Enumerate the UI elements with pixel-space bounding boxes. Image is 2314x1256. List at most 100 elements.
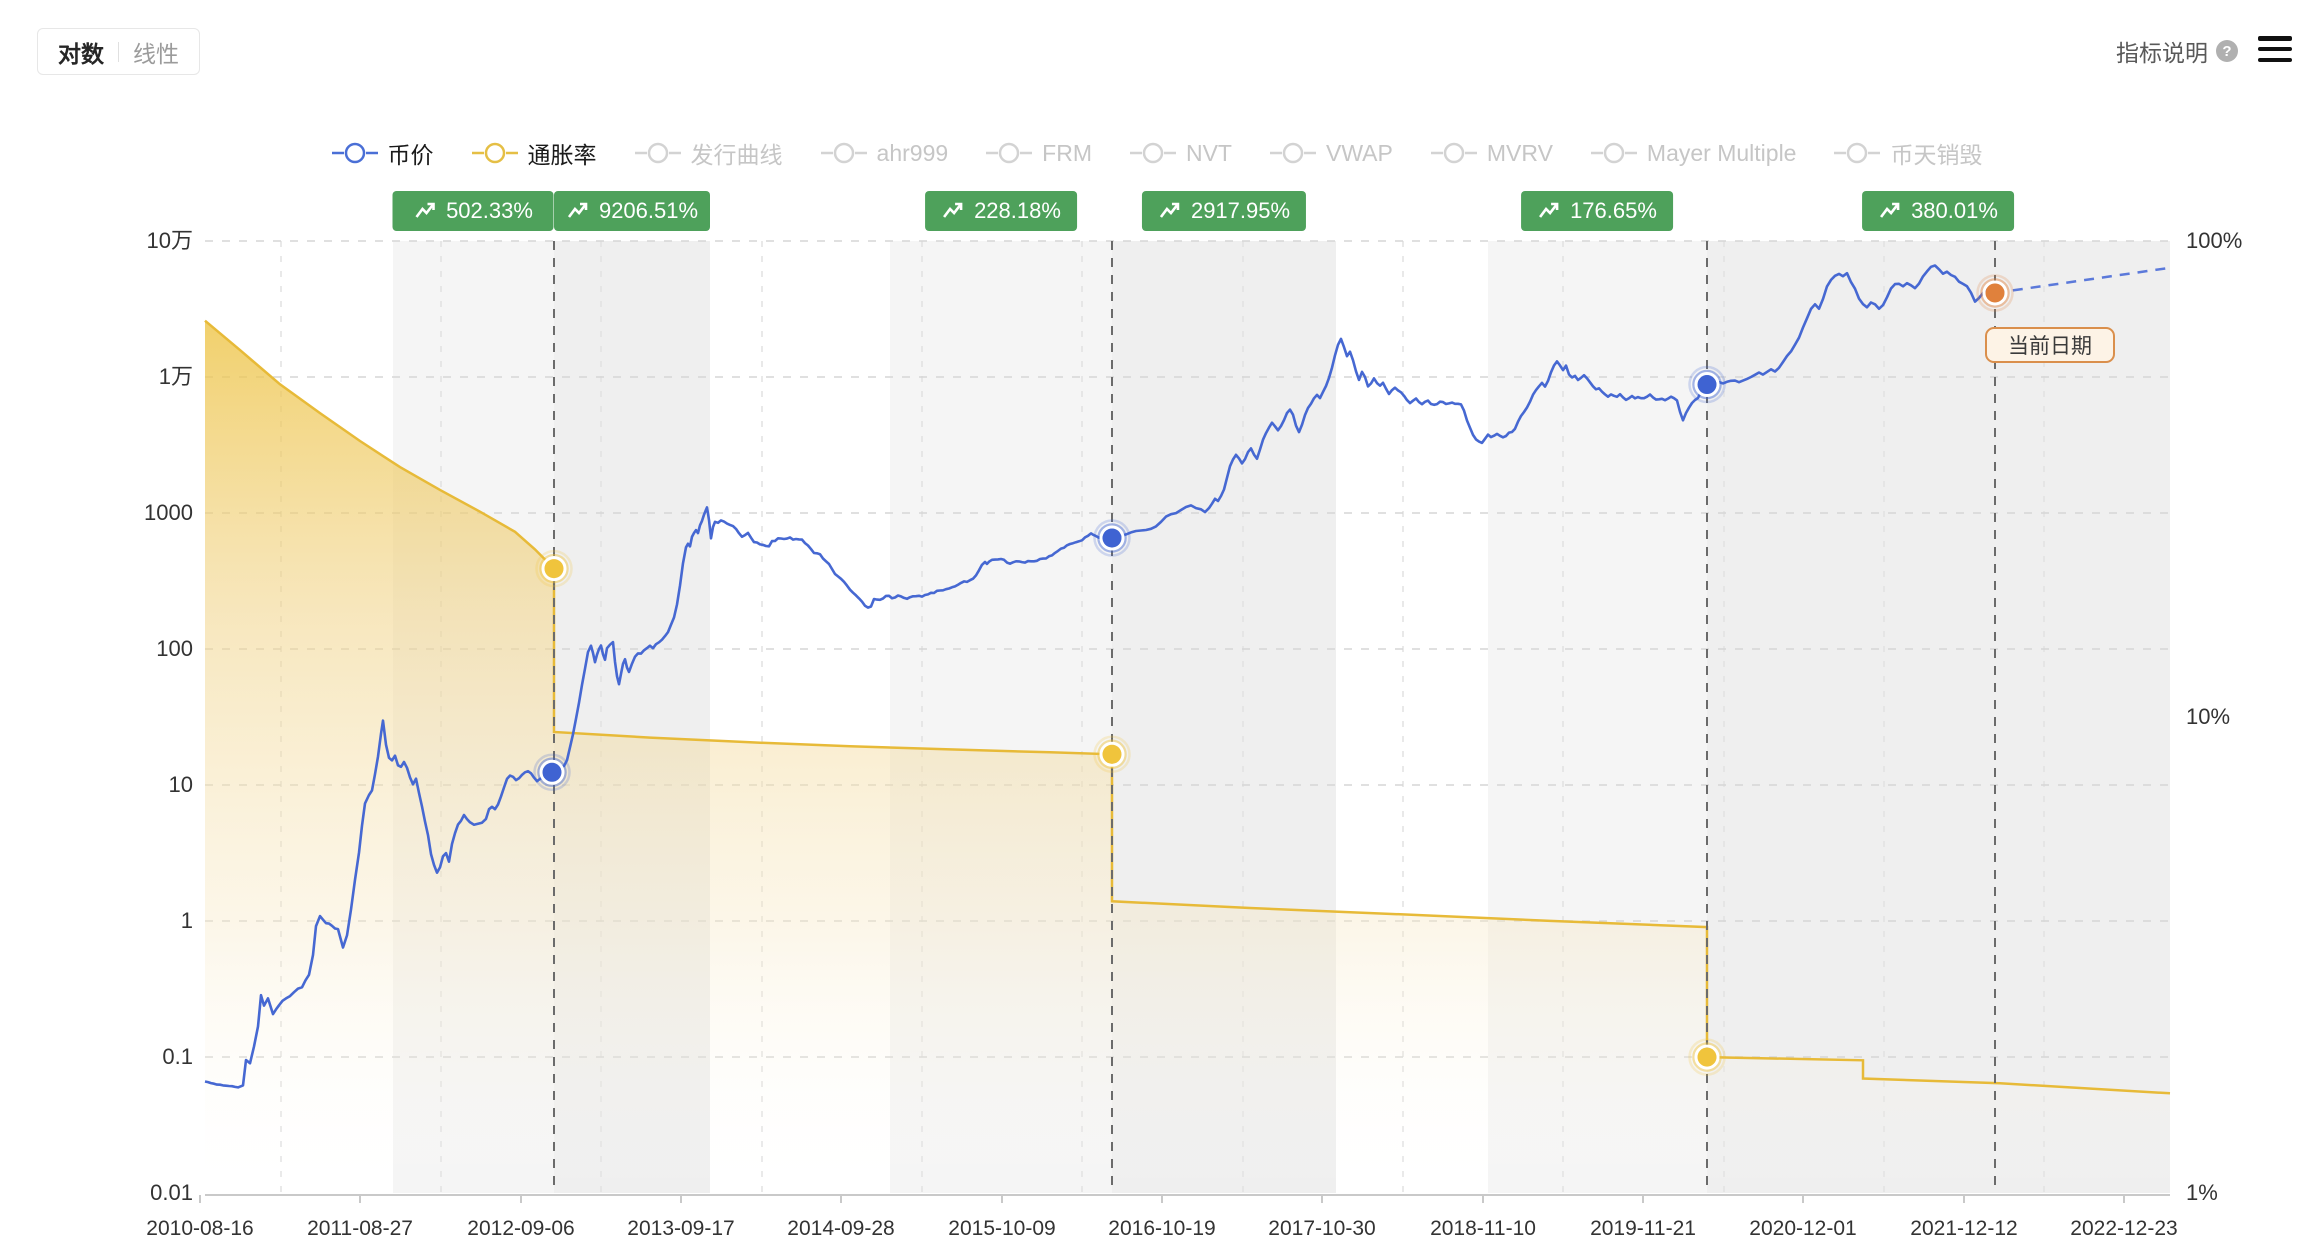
legend-label: NVT (1185, 139, 1232, 166)
trend-up-icon (567, 202, 588, 218)
halving-band-post (1707, 241, 2170, 1193)
current-date-label: 当前日期 (1985, 327, 2115, 363)
legend-marker-icon (1834, 142, 1881, 164)
price-halving-marker (542, 762, 562, 782)
legend-label: ahr999 (876, 139, 949, 166)
y-axis-right-label: 100% (2186, 228, 2242, 253)
legend-marker-icon (820, 142, 867, 164)
inflation-halving-marker (541, 556, 567, 582)
legend-marker-icon (1590, 142, 1637, 164)
gain-badge: 502.33% (392, 191, 554, 231)
legend-item-NVT[interactable]: NVT (1129, 139, 1232, 167)
legend-item-MVRV[interactable]: MVRV (1430, 139, 1553, 167)
trend-up-icon (943, 202, 963, 218)
x-axis-label: 2019-11-21 (1590, 1217, 1696, 1240)
legend-marker-icon (1129, 142, 1176, 164)
legend-label: 币天销毁 (1890, 142, 1983, 168)
question-circle-icon[interactable]: ? (2216, 40, 2238, 62)
legend-item-通胀率[interactable]: 通胀率 (471, 136, 597, 170)
x-axis-label: 2017-10-30 (1268, 1217, 1375, 1240)
legend-label: 通胀率 (527, 142, 597, 168)
inflation-halving-marker (1692, 1042, 1722, 1072)
gain-badge-value: 2917.95% (1190, 198, 1291, 223)
inflation-halving-marker (1697, 1047, 1717, 1067)
inflation-halving-marker (1099, 741, 1125, 767)
inflation-area (205, 320, 2170, 1193)
legend-label: 币价 (387, 142, 434, 168)
legend-item-VWAP[interactable]: VWAP (1269, 139, 1393, 167)
legend-marker-icon (986, 142, 1033, 164)
y-axis-left-label: 0.1 (162, 1044, 193, 1069)
current-date-marker (1976, 274, 2014, 312)
legend-marker-icon (331, 142, 378, 164)
x-axis-label: 2013-09-17 (627, 1217, 734, 1240)
legend-item-发行曲线[interactable]: 发行曲线 (634, 136, 783, 170)
gain-badge: 9206.51% (554, 191, 710, 231)
y-axis-left-label: 1万 (159, 364, 193, 389)
indicator-help[interactable]: 指标说明 ? (2116, 34, 2238, 68)
legend-marker-icon (634, 142, 681, 164)
y-axis-right-label: 1% (2186, 1180, 2218, 1205)
x-axis-label: 2015-10-09 (948, 1217, 1055, 1240)
hamburger-icon[interactable] (2258, 36, 2292, 62)
price-halving-marker (533, 753, 571, 792)
legend-label: Mayer Multiple (1646, 139, 1797, 166)
price-line (204, 264, 1996, 1089)
gain-badge-value: 228.18% (974, 198, 1061, 223)
legend-item-币天销毁[interactable]: 币天销毁 (1834, 136, 1982, 170)
scale-option-linear[interactable]: 线性 (133, 40, 179, 67)
legend: 币价 通胀率 发行曲线 ahr999 FRM NVT VWAP MVRV Mayer Multi… (0, 136, 2314, 170)
price-halving-marker (1688, 365, 1726, 404)
y-axis-left-label: 0.01 (150, 1180, 193, 1205)
scale-option-log[interactable]: 对数 (58, 40, 104, 67)
x-axis-label: 2021-12-12 (1910, 1217, 2017, 1240)
price-halving-marker (1099, 525, 1125, 551)
current-date-marker (1980, 278, 2010, 308)
legend-marker-icon (1430, 142, 1477, 164)
inflation-halving-marker (1694, 1044, 1720, 1070)
trend-up-icon (1159, 202, 1180, 218)
legend-item-FRM[interactable]: FRM (986, 140, 1092, 167)
gain-badge-value: 502.33% (446, 198, 533, 223)
trend-up-icon (1539, 202, 1559, 218)
gain-badge: 176.65% (1521, 191, 1673, 231)
x-axis-label: 2010-08-16 (146, 1217, 253, 1240)
y-axis-left-label: 1 (181, 908, 193, 933)
price-halving-marker (1097, 523, 1127, 553)
indicator-help-label[interactable]: 指标说明 (2116, 40, 2208, 66)
x-axis-label: 2018-11-10 (1430, 1217, 1536, 1240)
y-axis-left-label: 1000 (144, 500, 193, 525)
legend-item-Mayer Multiple[interactable]: Mayer Multiple (1590, 139, 1797, 167)
inflation-halving-marker (1093, 735, 1131, 774)
toggle-divider (118, 41, 119, 62)
inflation-halving-marker (535, 549, 573, 588)
x-axis-label: 2020-12-01 (1749, 1217, 1856, 1240)
current-date-marker (1982, 280, 2008, 306)
gain-badge-value: 176.65% (1570, 198, 1657, 223)
price-halving-marker (539, 759, 565, 785)
trend-up-icon (1880, 202, 1900, 218)
gain-badge: 2917.95% (1141, 191, 1307, 231)
gain-badge: 228.18% (925, 191, 1077, 231)
price-halving-marker (1694, 372, 1720, 398)
gain-badge: 380.01% (1862, 191, 2014, 231)
current-date-marker (1985, 283, 2005, 303)
y-axis-right-label: 10% (2186, 704, 2230, 729)
scale-toggle[interactable]: 对数 线性 (37, 28, 200, 75)
legend-label: MVRV (1486, 139, 1553, 166)
inflation-halving-marker (539, 553, 569, 584)
y-axis-left-label: 10 (169, 772, 193, 797)
legend-label: VWAP (1325, 139, 1393, 166)
price-halving-marker (537, 757, 567, 788)
legend-label: 发行曲线 (690, 142, 783, 168)
gain-badge-value: 9206.51% (598, 198, 699, 223)
legend-item-币价[interactable]: 币价 (331, 136, 434, 170)
trend-up-icon (415, 202, 435, 218)
projection-line (1994, 266, 2174, 295)
price-halving-marker (1697, 375, 1717, 395)
y-axis-left-label: 10万 (147, 228, 193, 253)
x-axis-label: 2014-09-28 (787, 1217, 894, 1240)
legend-item-ahr999[interactable]: ahr999 (820, 139, 949, 167)
